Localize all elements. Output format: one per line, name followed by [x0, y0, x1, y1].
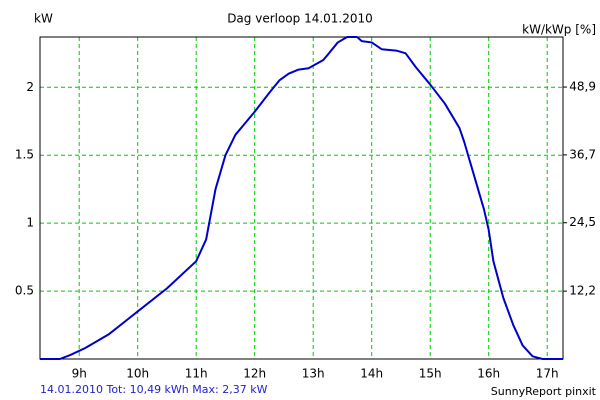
x-tick-label: 11h — [185, 367, 208, 381]
x-tick-label: 9h — [72, 367, 87, 381]
x-tick-label: 17h — [536, 367, 559, 381]
plot-border — [39, 36, 564, 360]
x-tick-label: 12h — [243, 367, 266, 381]
y2-tick-label: 48,9 — [569, 80, 596, 94]
footer-credit: SunnyReport pinxit — [491, 385, 597, 398]
footer-info: 14.01.2010 Tot: 10,49 kWh Max: 2,37 kW — [40, 383, 268, 396]
data-line — [40, 36, 563, 360]
chart-title: Dag verloop 14.01.2010 — [227, 12, 373, 26]
x-tick-label: 10h — [126, 367, 149, 381]
y-tick-label: 1 — [26, 216, 34, 230]
x-tick-label: 16h — [477, 367, 500, 381]
y-tick-label: 2 — [26, 80, 34, 94]
y2-tick-label: 24,5 — [569, 215, 596, 229]
y-tick-label: 1.5 — [15, 148, 34, 162]
x-tick-label: 15h — [419, 367, 442, 381]
y2-tick-label: 36,7 — [569, 147, 596, 161]
x-tick-label: 13h — [302, 367, 325, 381]
x-tick-label: 14h — [360, 367, 383, 381]
y2-axis-label: kW/kWp [%] — [522, 23, 596, 37]
y-axis-label: kW — [34, 12, 53, 26]
y-tick-label: 0.5 — [15, 284, 34, 298]
y2-tick-label: 12,2 — [569, 284, 596, 298]
